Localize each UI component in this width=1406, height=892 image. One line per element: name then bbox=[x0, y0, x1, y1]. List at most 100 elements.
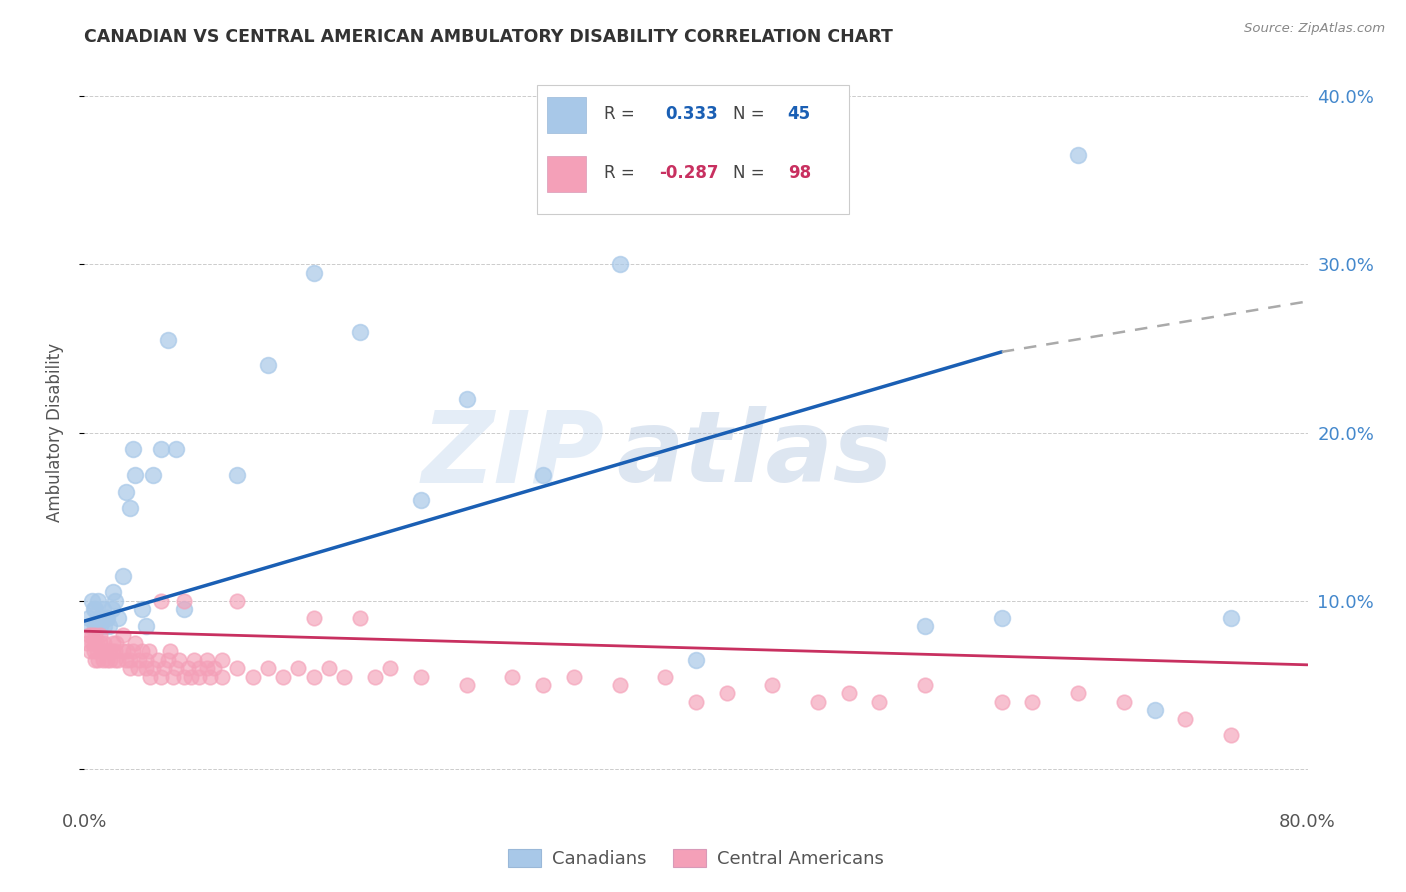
Point bbox=[135, 619, 157, 633]
Point bbox=[333, 670, 356, 684]
Text: R =: R = bbox=[605, 105, 640, 123]
Point bbox=[202, 661, 225, 675]
FancyBboxPatch shape bbox=[537, 85, 849, 214]
Point bbox=[91, 602, 114, 616]
Point bbox=[562, 670, 585, 684]
Point bbox=[1174, 712, 1197, 726]
Point bbox=[114, 653, 136, 667]
Point bbox=[914, 678, 936, 692]
Point bbox=[111, 627, 134, 641]
Point bbox=[409, 670, 432, 684]
Point bbox=[807, 695, 830, 709]
Text: atlas: atlas bbox=[616, 407, 893, 503]
Text: N =: N = bbox=[733, 105, 769, 123]
Point bbox=[80, 594, 103, 608]
Point bbox=[77, 627, 100, 641]
Point bbox=[91, 653, 114, 667]
Point bbox=[456, 392, 478, 406]
Point bbox=[83, 602, 105, 616]
Text: 45: 45 bbox=[787, 105, 811, 123]
Point bbox=[183, 653, 205, 667]
Point bbox=[349, 610, 371, 624]
Point bbox=[211, 670, 233, 684]
Point bbox=[128, 653, 150, 667]
Point bbox=[103, 585, 125, 599]
Point bbox=[153, 661, 176, 675]
Point bbox=[90, 610, 112, 624]
Point bbox=[211, 653, 233, 667]
Point bbox=[173, 670, 195, 684]
Point bbox=[685, 695, 707, 709]
Point bbox=[1143, 703, 1166, 717]
Point bbox=[111, 568, 134, 582]
Point bbox=[146, 653, 169, 667]
Point bbox=[869, 695, 891, 709]
Point bbox=[654, 670, 676, 684]
Point bbox=[502, 670, 524, 684]
FancyBboxPatch shape bbox=[547, 97, 586, 133]
Point bbox=[761, 678, 783, 692]
Point bbox=[157, 333, 180, 347]
Point bbox=[531, 678, 554, 692]
Point bbox=[86, 619, 108, 633]
Point bbox=[114, 484, 136, 499]
Point bbox=[86, 636, 108, 650]
Point bbox=[302, 670, 325, 684]
Point bbox=[131, 644, 153, 658]
Point bbox=[302, 266, 325, 280]
Point bbox=[257, 661, 280, 675]
Point bbox=[226, 661, 249, 675]
Point bbox=[89, 619, 111, 633]
Point bbox=[149, 442, 172, 457]
Point bbox=[96, 653, 118, 667]
Point bbox=[87, 653, 110, 667]
Point bbox=[138, 644, 160, 658]
Point bbox=[127, 661, 149, 675]
Point bbox=[98, 653, 121, 667]
Point bbox=[77, 610, 100, 624]
Point bbox=[1220, 610, 1243, 624]
Point bbox=[105, 636, 128, 650]
Text: R =: R = bbox=[605, 164, 640, 183]
Text: 0.333: 0.333 bbox=[665, 105, 718, 123]
Point bbox=[93, 619, 115, 633]
Text: N =: N = bbox=[733, 164, 769, 183]
Point bbox=[84, 619, 107, 633]
Point bbox=[84, 602, 107, 616]
Point bbox=[1067, 686, 1090, 700]
Point bbox=[104, 653, 127, 667]
Point bbox=[86, 644, 108, 658]
Point bbox=[111, 644, 134, 658]
Point bbox=[380, 661, 402, 675]
Point bbox=[124, 636, 146, 650]
Point bbox=[157, 653, 180, 667]
Point bbox=[83, 636, 105, 650]
Legend: Canadians, Central Americans: Canadians, Central Americans bbox=[501, 841, 891, 875]
Point bbox=[120, 653, 142, 667]
Point bbox=[167, 653, 190, 667]
Point bbox=[135, 661, 157, 675]
Point bbox=[302, 610, 325, 624]
Point bbox=[149, 594, 172, 608]
Point bbox=[914, 619, 936, 633]
Point bbox=[149, 670, 172, 684]
Point bbox=[1220, 729, 1243, 743]
Point bbox=[242, 670, 264, 684]
Point bbox=[104, 594, 127, 608]
Point bbox=[120, 661, 142, 675]
Point bbox=[104, 644, 127, 658]
Point bbox=[195, 661, 218, 675]
Point bbox=[115, 644, 138, 658]
Point bbox=[122, 644, 145, 658]
Point bbox=[1114, 695, 1136, 709]
Point bbox=[609, 257, 631, 271]
Point bbox=[173, 602, 195, 616]
Point bbox=[107, 610, 129, 624]
Point bbox=[142, 467, 165, 482]
Point bbox=[124, 467, 146, 482]
Point bbox=[188, 661, 211, 675]
Point bbox=[531, 467, 554, 482]
Point bbox=[83, 644, 105, 658]
Text: 98: 98 bbox=[787, 164, 811, 183]
Point bbox=[716, 686, 738, 700]
